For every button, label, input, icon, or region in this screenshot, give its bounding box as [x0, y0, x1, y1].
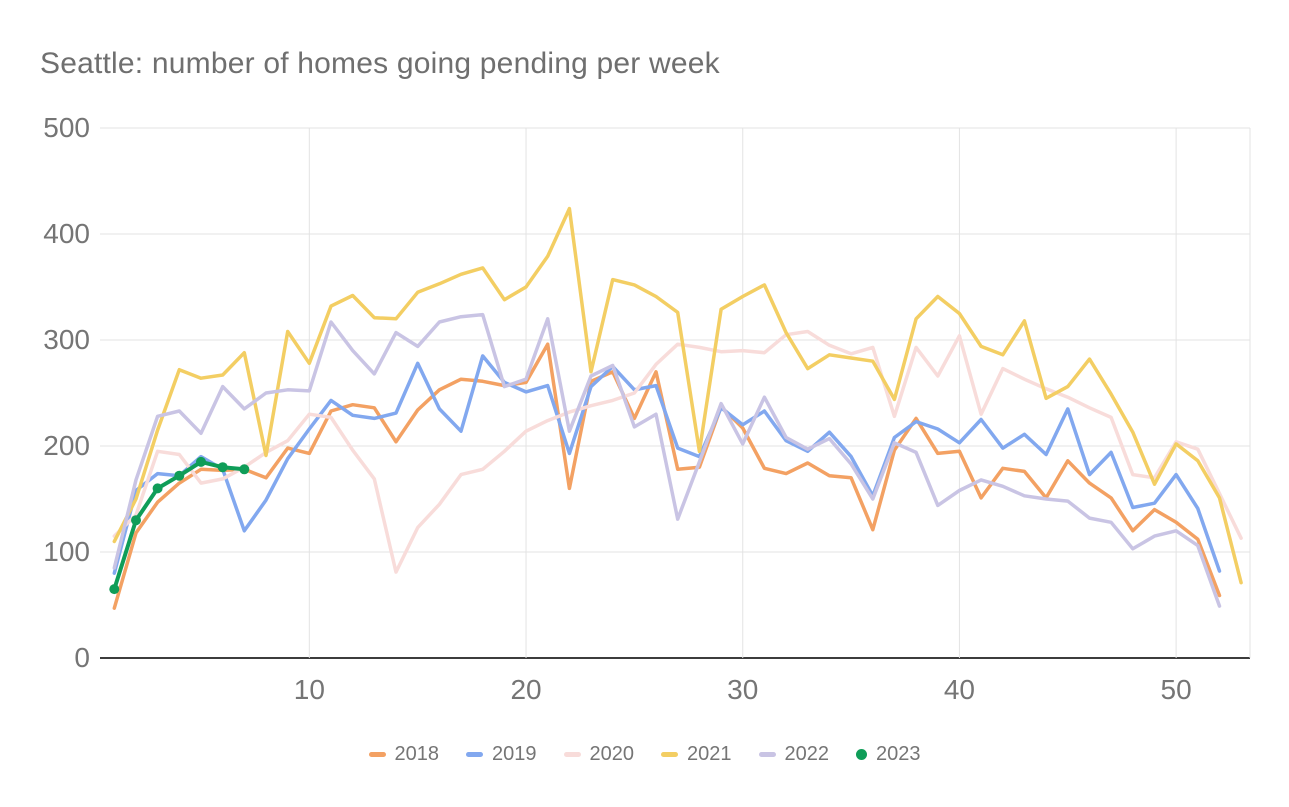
legend-item-2019[interactable]: 2019 — [466, 743, 537, 766]
series-point-2023-w7[interactable] — [239, 464, 250, 475]
series-point-2023-w4[interactable] — [174, 470, 185, 481]
x-tick-label-10: 10 — [293, 674, 325, 705]
y-tick-label-200: 200 — [43, 430, 90, 461]
legend-swatch-2022 — [758, 751, 776, 757]
chart-legend: 2018 2019 2020 2021 2022 2023 — [0, 738, 1289, 770]
legend-label-2023: 2023 — [876, 742, 921, 765]
legend-swatch-2018 — [368, 751, 386, 757]
legend-label-2019: 2019 — [492, 742, 537, 765]
y-tick-label-400: 400 — [43, 218, 90, 249]
legend-swatch-2020 — [563, 751, 581, 757]
series-line-2021[interactable] — [112, 206, 1243, 585]
legend-swatch-2023 — [856, 748, 867, 760]
legend-item-2021[interactable]: 2021 — [661, 743, 732, 766]
series-point-2023-w1[interactable] — [109, 584, 120, 595]
legend-item-2020[interactable]: 2020 — [563, 742, 635, 766]
y-tick-label-300: 300 — [43, 324, 90, 355]
series-line-2020[interactable] — [112, 329, 1243, 574]
legend-swatch-2021 — [661, 751, 678, 757]
chart-title: Seattle: number of homes going pending p… — [40, 47, 720, 80]
legend-label-2021: 2021 — [687, 742, 732, 765]
series-point-2023-w6[interactable] — [217, 462, 228, 473]
legend-item-2022[interactable]: 2022 — [758, 742, 830, 766]
x-tick-label-40: 40 — [943, 674, 975, 705]
y-tick-label-100: 100 — [43, 536, 90, 567]
legend-label-2022: 2022 — [784, 742, 830, 765]
legend-label-2020: 2020 — [589, 742, 635, 765]
series-point-2023-w2[interactable] — [131, 515, 141, 526]
legend-swatch-2019 — [466, 751, 483, 757]
y-tick-label-0: 0 — [74, 642, 90, 673]
series-line-2019[interactable] — [112, 354, 1222, 575]
legend-item-2023[interactable]: 2023 — [856, 743, 921, 766]
y-tick-label-500: 500 — [43, 112, 90, 143]
x-tick-label-50: 50 — [1160, 674, 1192, 705]
legend-item-2018[interactable]: 2018 — [368, 742, 440, 766]
series-point-2023-w3[interactable] — [152, 483, 163, 494]
x-tick-label-20: 20 — [510, 674, 542, 705]
legend-label-2018: 2018 — [394, 742, 440, 765]
series-line-2022[interactable] — [112, 312, 1222, 608]
series-point-2023-w5[interactable] — [196, 456, 206, 467]
x-tick-label-30: 30 — [727, 674, 759, 705]
series-line-2023[interactable] — [112, 459, 247, 592]
